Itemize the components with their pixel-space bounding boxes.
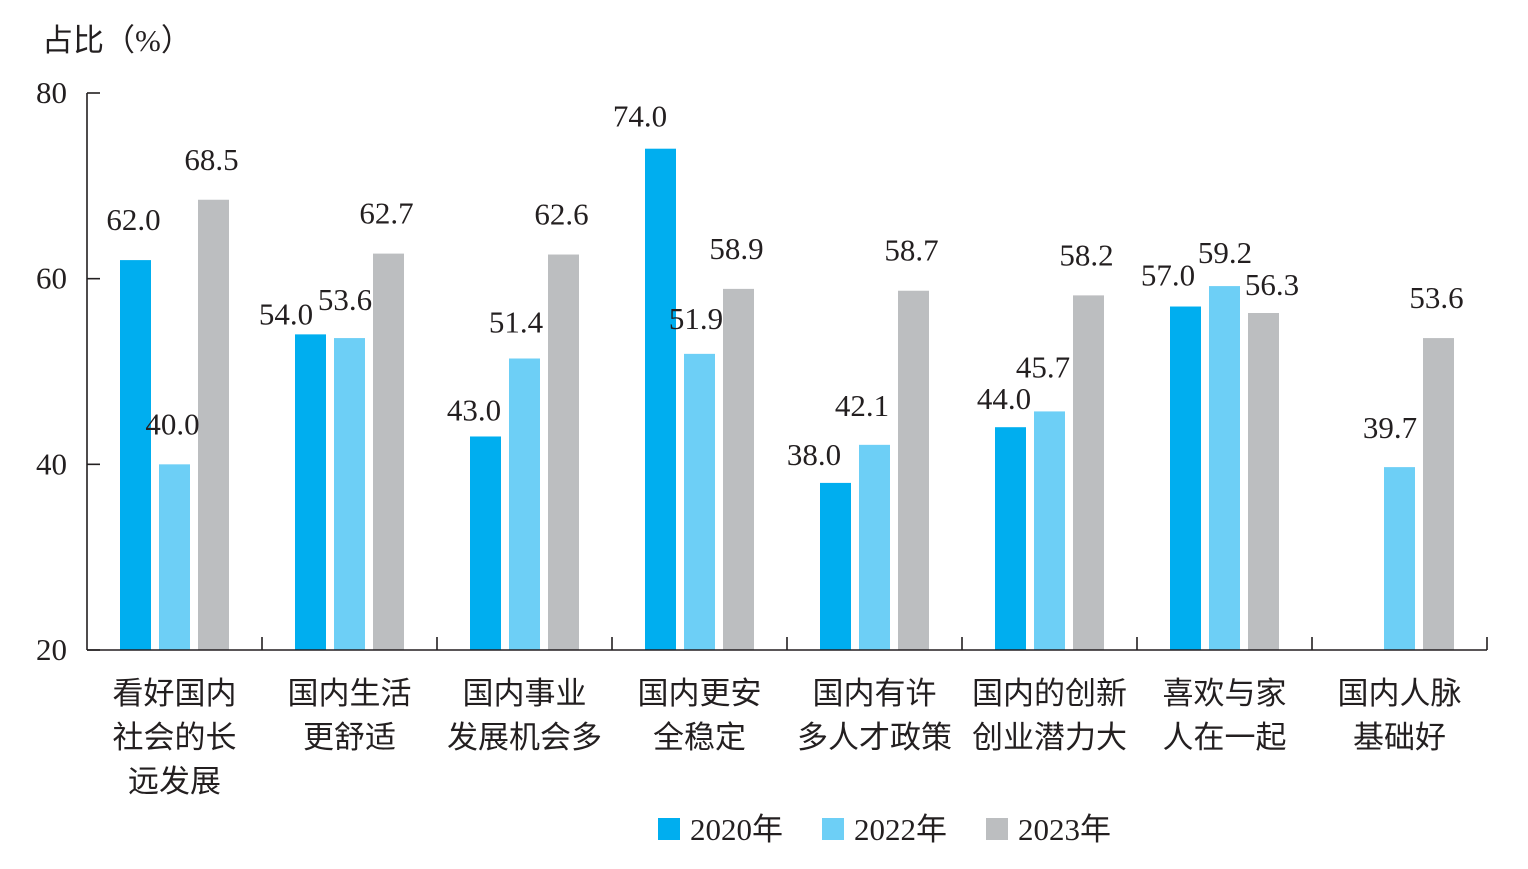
data-label-2023-cat6: 58.2 [1059, 237, 1113, 272]
data-label-2020-cat4: 74.0 [613, 99, 667, 134]
category-label-7-line-1: 喜欢与家 [1163, 676, 1287, 711]
data-label-2022-cat2: 53.6 [318, 282, 372, 317]
legend-label-2020: 2020年 [690, 812, 783, 847]
category-label-4-line-1: 国内更安 [638, 676, 762, 711]
bar-2022-cat3 [509, 358, 540, 650]
data-label-2023-cat2: 62.7 [359, 196, 413, 231]
data-label-2020-cat3: 43.0 [447, 392, 501, 427]
bars [120, 148, 1454, 650]
bar-2020-cat2 [295, 334, 326, 650]
bar-2022-cat8 [1384, 467, 1415, 650]
category-label-4-line-2: 全稳定 [653, 720, 746, 755]
bar-2023-cat1 [198, 199, 229, 650]
legend-swatch-2020 [658, 818, 680, 840]
legend-swatch-2023 [986, 818, 1008, 840]
y-tick-label-60: 60 [36, 261, 67, 296]
bar-2020-cat3 [470, 436, 501, 650]
data-label-2020-cat5: 38.0 [787, 437, 841, 472]
category-label-5-line-1: 国内有许 [813, 676, 937, 711]
data-label-2023-cat7: 56.3 [1245, 267, 1299, 302]
axes: 20 40 60 80 占比（%） [36, 23, 1488, 667]
legend-item-2022: 2022年 [822, 812, 947, 847]
bar-2023-cat3 [548, 254, 579, 650]
data-label-2022-cat7: 59.2 [1198, 235, 1252, 270]
bar-2023-cat6 [1073, 295, 1104, 650]
data-label-2023-cat1: 68.5 [184, 142, 238, 177]
category-label-3-line-1: 国内事业 [463, 676, 587, 711]
legend-label-2023: 2023年 [1018, 812, 1111, 847]
y-tick-label-80: 80 [36, 75, 67, 110]
y-axis-title: 占比（%） [42, 23, 192, 58]
legend-item-2023: 2023年 [986, 812, 1111, 847]
bar-2020-cat1 [120, 260, 151, 650]
bar-2023-cat7 [1248, 313, 1279, 650]
category-label-7-line-2: 人在一起 [1163, 720, 1287, 755]
y-tick-label-40: 40 [36, 446, 67, 481]
category-label-2-line-2: 更舒适 [303, 720, 396, 755]
bar-2022-cat7 [1209, 286, 1240, 650]
data-label-2020-cat7: 57.0 [1141, 258, 1195, 293]
data-label-2022-cat1: 40.0 [145, 406, 199, 441]
data-label-2023-cat4: 58.9 [709, 231, 763, 266]
data-label-2022-cat8: 39.7 [1363, 410, 1417, 445]
data-label-2020-cat2: 54.0 [259, 296, 313, 331]
bar-2023-cat4 [723, 288, 754, 650]
data-label-2023-cat5: 58.7 [884, 233, 938, 268]
category-label-6-line-1: 国内的创新 [972, 676, 1127, 711]
bar-2022-cat6 [1034, 411, 1065, 650]
bar-2022-cat5 [859, 444, 890, 650]
bar-2023-cat5 [898, 290, 929, 650]
bar-2023-cat2 [373, 253, 404, 650]
category-label-1-line-3: 远发展 [128, 764, 221, 799]
data-label-2023-cat8: 53.6 [1409, 280, 1463, 315]
data-label-2020-cat1: 62.0 [106, 202, 160, 237]
legend-swatch-2022 [822, 818, 844, 840]
category-label-3-line-2: 发展机会多 [447, 720, 602, 755]
bar-2023-cat8 [1423, 338, 1454, 650]
bar-2020-cat7 [1170, 306, 1201, 650]
category-label-2-line-1: 国内生活 [288, 676, 412, 711]
category-label-1-line-1: 看好国内 [113, 676, 237, 711]
category-label-5-line-2: 多人才政策 [797, 720, 952, 755]
legend: 2020年 2022年 2023年 [658, 812, 1111, 847]
data-label-2023-cat3: 62.6 [534, 197, 588, 232]
bar-2020-cat4 [645, 148, 676, 650]
bar-2020-cat5 [820, 482, 851, 650]
data-label-2022-cat3: 51.4 [489, 305, 544, 340]
bar-2022-cat2 [334, 338, 365, 650]
legend-label-2022: 2022年 [854, 812, 947, 847]
data-label-2022-cat4: 51.9 [669, 301, 723, 336]
data-label-2020-cat6: 44.0 [977, 381, 1031, 416]
bar-2022-cat1 [159, 464, 190, 650]
bar-2020-cat6 [995, 427, 1026, 650]
data-label-2022-cat6: 45.7 [1016, 349, 1070, 384]
category-label-1-line-2: 社会的长 [113, 720, 237, 755]
category-label-8-line-2: 基础好 [1353, 720, 1446, 755]
data-labels: 62.0 54.0 43.0 74.0 38.0 44.0 57.0 40.0 53.6 51.4… [106, 99, 1463, 472]
category-label-8-line-1: 国内人脉 [1338, 676, 1462, 711]
data-label-2022-cat5: 42.1 [835, 388, 889, 423]
legend-item-2020: 2020年 [658, 812, 783, 847]
bar-2022-cat4 [684, 353, 715, 650]
y-tick-label-20: 20 [36, 632, 67, 667]
category-label-6-line-2: 创业潜力大 [972, 720, 1127, 755]
